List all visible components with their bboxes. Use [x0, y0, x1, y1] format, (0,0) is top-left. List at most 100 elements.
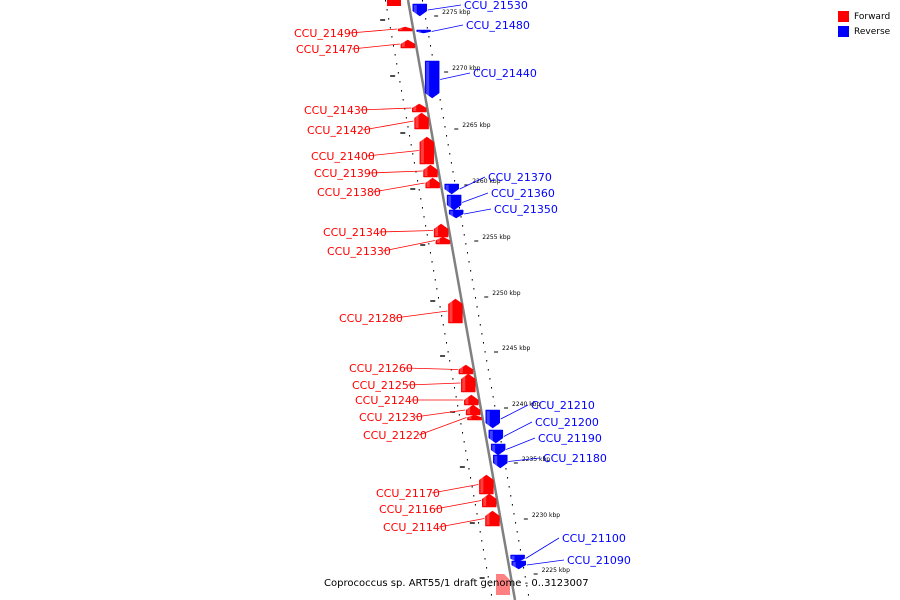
gene-arrow-ccu-21090[interactable]	[511, 560, 527, 570]
gene-arrow-ccu-21430[interactable]	[412, 103, 427, 113]
gene-arrow-ccu-21330[interactable]	[435, 236, 451, 245]
gene-highlight	[489, 431, 493, 442]
gene-label-ccu-21260[interactable]: CCU_21260	[349, 362, 413, 375]
gene-label-ccu-21360[interactable]: CCU_21360	[491, 187, 555, 200]
gene-label-ccu-21190[interactable]: CCU_21190	[538, 432, 602, 445]
reverse-track-dot	[430, 45, 432, 47]
reverse-track-dot	[492, 396, 494, 398]
gene-highlight	[511, 556, 515, 561]
gene-label-ccu-21220[interactable]: CCU_21220	[363, 429, 427, 442]
gene-leader-line	[503, 421, 533, 437]
gene-label-ccu-21380[interactable]: CCU_21380	[317, 186, 381, 199]
gene-label-ccu-21200[interactable]: CCU_21200	[535, 416, 599, 429]
forward-track-dot	[437, 297, 439, 299]
gene-arrow-ccu-21160[interactable]	[482, 493, 497, 508]
gene-leader-line	[427, 4, 462, 11]
gene-arrow-ccu-21250[interactable]	[461, 373, 476, 393]
gene-label-ccu-21470[interactable]: CCU_21470	[296, 43, 360, 56]
gene-highlight	[467, 406, 471, 414]
gene-arrow-ccu-21490[interactable]	[397, 26, 413, 32]
gene-arrow-ccu-21370[interactable]	[444, 183, 459, 195]
gene-leader-line	[414, 409, 466, 418]
gene-label-ccu-21280[interactable]: CCU_21280	[339, 312, 403, 325]
gene-leader-line	[459, 176, 486, 190]
gene-arrow-ccu-21260[interactable]	[458, 364, 474, 375]
gene-label-ccu-21390[interactable]: CCU_21390	[314, 167, 378, 180]
gene-highlight	[465, 396, 469, 404]
gene-label-ccu-21090[interactable]: CCU_21090	[567, 554, 631, 567]
reverse-track-dot	[422, 0, 423, 2]
forward-track-dot	[429, 252, 431, 254]
gene-label-ccu-21480[interactable]: CCU_21480	[466, 19, 530, 32]
gene-label-ccu-21340[interactable]: CCU_21340	[323, 226, 387, 239]
gene-leader-line	[526, 559, 565, 566]
reverse-track-dot	[458, 207, 460, 209]
gene-label-ccu-21250[interactable]: CCU_21250	[352, 379, 416, 392]
gene-arrow-ccu-21190[interactable]	[490, 443, 506, 456]
gene-label-ccu-21240[interactable]: CCU_21240	[355, 394, 419, 407]
reverse-track-dot	[426, 27, 428, 29]
gene-arrow-ccu-21240[interactable]	[464, 394, 479, 406]
gene-label-ccu-21100[interactable]: CCU_21100	[562, 532, 626, 545]
gene-arrow-ccu-21530[interactable]	[412, 3, 428, 17]
kbp-tick-label: 2270 kbp	[452, 65, 480, 72]
gene-leader-line	[461, 192, 489, 203]
gene-label-ccu-21180[interactable]: CCU_21180	[543, 452, 607, 465]
gene-leader-line	[407, 382, 461, 386]
gene-arrow-ccu-21440[interactable]	[424, 60, 440, 99]
reverse-track-dot	[473, 288, 475, 290]
reverse-track-dot	[470, 270, 472, 272]
gene-arrow-partial-bottom[interactable]	[496, 574, 510, 595]
gene-highlight	[483, 495, 487, 506]
gene-label-ccu-21490[interactable]: CCU_21490	[294, 27, 358, 40]
gene-label-ccu-21350[interactable]: CCU_21350	[494, 203, 558, 216]
gene-leader-line	[394, 310, 448, 319]
gene-label-ccu-21170[interactable]: CCU_21170	[376, 487, 440, 500]
gene-label-ccu-21160[interactable]: CCU_21160	[379, 503, 443, 516]
gene-arrow-ccu-21220[interactable]	[467, 414, 482, 421]
gene-arrow-ccu-21230[interactable]	[465, 404, 481, 416]
gene-arrow-ccu-21180[interactable]	[493, 454, 508, 469]
gene-label-ccu-21530[interactable]: CCU_21530	[464, 0, 528, 12]
gene-arrow-partial-top[interactable]	[387, 0, 401, 6]
gene-leader-line	[349, 28, 398, 34]
gene-arrow-ccu-21200[interactable]	[488, 429, 504, 444]
gene-label-ccu-21430[interactable]: CCU_21430	[304, 104, 368, 117]
gene-label-ccu-21420[interactable]: CCU_21420	[307, 124, 371, 137]
gene-arrow-ccu-21140[interactable]	[485, 510, 500, 527]
gene-arrow-ccu-21340[interactable]	[433, 223, 449, 238]
gene-label-ccu-21140[interactable]: CCU_21140	[383, 521, 447, 534]
gene-label-ccu-21210[interactable]: CCU_21210	[531, 399, 595, 412]
gene-label-ccu-21440[interactable]: CCU_21440	[473, 67, 537, 80]
gene-arrow-ccu-21400[interactable]	[419, 136, 435, 165]
reverse-track-dot	[479, 324, 481, 326]
gene-leader-line	[500, 404, 529, 420]
gene-arrow-ccu-21420[interactable]	[414, 112, 429, 130]
reverse-track-dot	[425, 18, 427, 20]
gene-arrow-ccu-21470[interactable]	[400, 39, 416, 49]
gene-arrow-ccu-21210[interactable]	[485, 409, 500, 429]
reverse-track-dot	[484, 351, 486, 353]
gene-arrow-ccu-21360[interactable]	[446, 194, 462, 211]
gene-label-ccu-21230[interactable]: CCU_21230	[359, 411, 423, 424]
gene-label-ccu-21330[interactable]: CCU_21330	[327, 245, 391, 258]
gene-arrow-ccu-21280[interactable]	[448, 298, 463, 324]
gene-label-ccu-21370[interactable]: CCU_21370	[488, 171, 552, 184]
gene-arrow-ccu-21350[interactable]	[448, 209, 464, 219]
genome-caption: Coprococcus sp. ART55/1 draft genome - 0…	[324, 578, 589, 589]
forward-track-dot	[486, 567, 488, 569]
forward-track-dot	[407, 126, 409, 128]
gene-arrow-ccu-21100[interactable]	[510, 554, 525, 563]
gene-arrow-ccu-21170[interactable]	[479, 474, 494, 495]
gene-label-ccu-21400[interactable]: CCU_21400	[311, 150, 375, 163]
gene-leader-line	[464, 208, 492, 215]
gene-highlight	[449, 300, 453, 322]
gene-arrow-ccu-21480[interactable]	[416, 29, 431, 34]
reverse-track-dot	[507, 477, 509, 479]
gene-leader-line	[506, 437, 536, 450]
reverse-track-dot	[513, 513, 515, 515]
reverse-track-dot	[462, 225, 464, 227]
forward-track-dot	[482, 549, 484, 551]
gene-arrow-ccu-21390[interactable]	[423, 164, 438, 178]
gene-arrow-ccu-21380[interactable]	[425, 177, 440, 189]
